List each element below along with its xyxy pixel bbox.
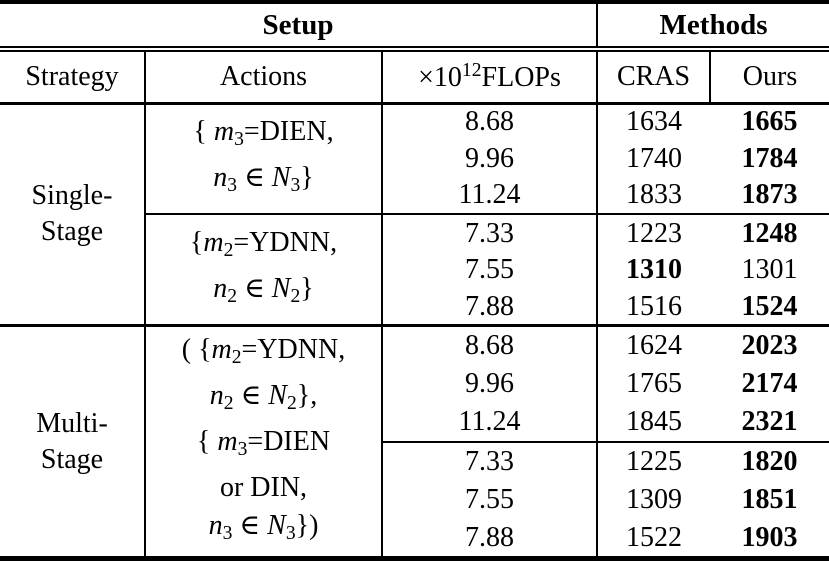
cras-cell: 1624 xyxy=(597,324,711,365)
group-header-row: Setup Methods xyxy=(0,2,829,53)
actions-line: { m3=DIEN xyxy=(196,425,331,460)
table-row: 11.24 1845 2321 xyxy=(0,403,829,443)
ours-cell: 2174 xyxy=(741,367,798,399)
cras-cell: 1522 xyxy=(626,521,683,553)
flops-cell: 7.88 xyxy=(382,519,599,559)
cras-cell: 1225 xyxy=(597,441,711,481)
flops-cell: 7.33 xyxy=(382,441,599,481)
ours-cell: 1665 xyxy=(741,106,798,138)
cras-cell: 1310 xyxy=(626,254,683,286)
table-row: 11.24 1833 1873 xyxy=(0,177,829,215)
ours-cell: 1524 xyxy=(741,290,798,322)
ours-cell: 1248 xyxy=(710,213,829,252)
flops-cell: 7.55 xyxy=(382,480,599,520)
strategy-column-header: Strategy xyxy=(0,49,146,105)
actions-line: { m3=DIEN, xyxy=(193,116,334,150)
actions-cell: ( {m2=YDNN, n2 ∈ N2}, { m3=DIEN or DIN, … xyxy=(145,324,383,559)
ours-cell: 1851 xyxy=(741,484,798,516)
actions-line: n2 ∈ N2}, xyxy=(209,379,318,414)
table-row: Multi- Stage ( {m2=YDNN, n2 ∈ N2}, { m3=… xyxy=(0,324,829,559)
ours-cell: 2023 xyxy=(710,324,829,365)
flops-cell: 8.68 xyxy=(382,324,599,365)
cras-cell: 1765 xyxy=(626,367,683,399)
cras-cell: 1845 xyxy=(626,406,683,438)
actions-line: n2 ∈ N2} xyxy=(213,272,314,307)
flops-cell: 9.96 xyxy=(382,364,599,404)
methods-group-header: Methods xyxy=(597,2,829,53)
table-row: 9.96 1765 2174 xyxy=(0,364,829,404)
actions-cell: {m2=YDNN, n2 ∈ N2} xyxy=(145,213,383,326)
actions-line: ( {m2=YDNN, xyxy=(181,333,346,368)
cras-column-header: CRAS xyxy=(597,49,712,105)
cras-cell: 1223 xyxy=(597,213,711,252)
ours-cell: 2321 xyxy=(741,406,798,438)
table-row: 7.55 1309 1851 xyxy=(0,480,829,520)
ours-cell: 1873 xyxy=(741,179,798,211)
cras-cell: 1634 xyxy=(626,106,683,138)
cras-cell: 1740 xyxy=(626,142,683,174)
actions-line: or DIN, xyxy=(219,471,308,503)
ours-cell: 1784 xyxy=(741,142,798,174)
actions-line: {m2=YDNN, xyxy=(189,226,338,261)
cras-cell: 1516 xyxy=(626,290,683,322)
flops-cell: 8.68 xyxy=(382,103,599,141)
table-row: 7.33 1225 1820 xyxy=(0,441,829,481)
cras-cell: 1309 xyxy=(626,484,683,516)
table-row: 7.88 1522 1903 xyxy=(0,519,829,559)
ours-column-header: Ours xyxy=(710,49,829,105)
actions-column-header: Actions xyxy=(145,49,383,105)
flops-cell: 9.96 xyxy=(382,140,599,178)
flops-column-header: ×1012FLOPs xyxy=(382,49,599,105)
flops-cell: 7.88 xyxy=(382,288,599,326)
table-row: {m2=YDNN, n2 ∈ N2} 7.33 1223 1248 xyxy=(0,213,829,326)
setup-group-header: Setup xyxy=(0,2,599,53)
flops-cell: 7.33 xyxy=(382,213,599,252)
strategy-cell-multi-stage: Multi- Stage xyxy=(0,324,146,559)
flops-cell: 11.24 xyxy=(382,403,599,443)
flops-cell: 7.55 xyxy=(382,251,599,289)
actions-line: n3 ∈ N3} xyxy=(213,162,314,196)
table-row: 7.88 1516 1524 xyxy=(0,288,829,326)
table-row: 9.96 1740 1784 xyxy=(0,140,829,178)
strategy-cell-single-stage: Single- Stage xyxy=(0,103,146,326)
table-row: Single- Stage { m3=DIEN, n3 ∈ N3} 8.68 1… xyxy=(0,103,829,326)
table-row: 7.55 1310 1301 xyxy=(0,251,829,289)
ours-cell: 1820 xyxy=(710,441,829,481)
cras-cell: 1833 xyxy=(626,179,683,211)
flops-cell: 11.24 xyxy=(382,177,599,215)
actions-line: n3 ∈ N3}) xyxy=(208,509,319,544)
ours-cell: 1903 xyxy=(741,521,798,553)
actions-cell: { m3=DIEN, n3 ∈ N3} xyxy=(145,103,383,215)
column-header-row: Strategy Actions ×1012FLOPs CRAS Ours xyxy=(0,49,829,105)
ours-cell: 1301 xyxy=(741,254,798,286)
